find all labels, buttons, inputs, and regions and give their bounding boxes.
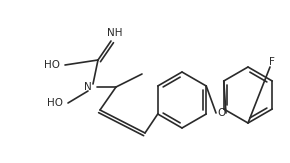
Text: NH: NH bbox=[107, 28, 123, 38]
Text: O: O bbox=[217, 108, 225, 118]
Text: HO: HO bbox=[44, 60, 60, 70]
Text: N: N bbox=[84, 82, 92, 92]
Text: HO: HO bbox=[47, 98, 63, 108]
Text: F: F bbox=[269, 57, 275, 67]
